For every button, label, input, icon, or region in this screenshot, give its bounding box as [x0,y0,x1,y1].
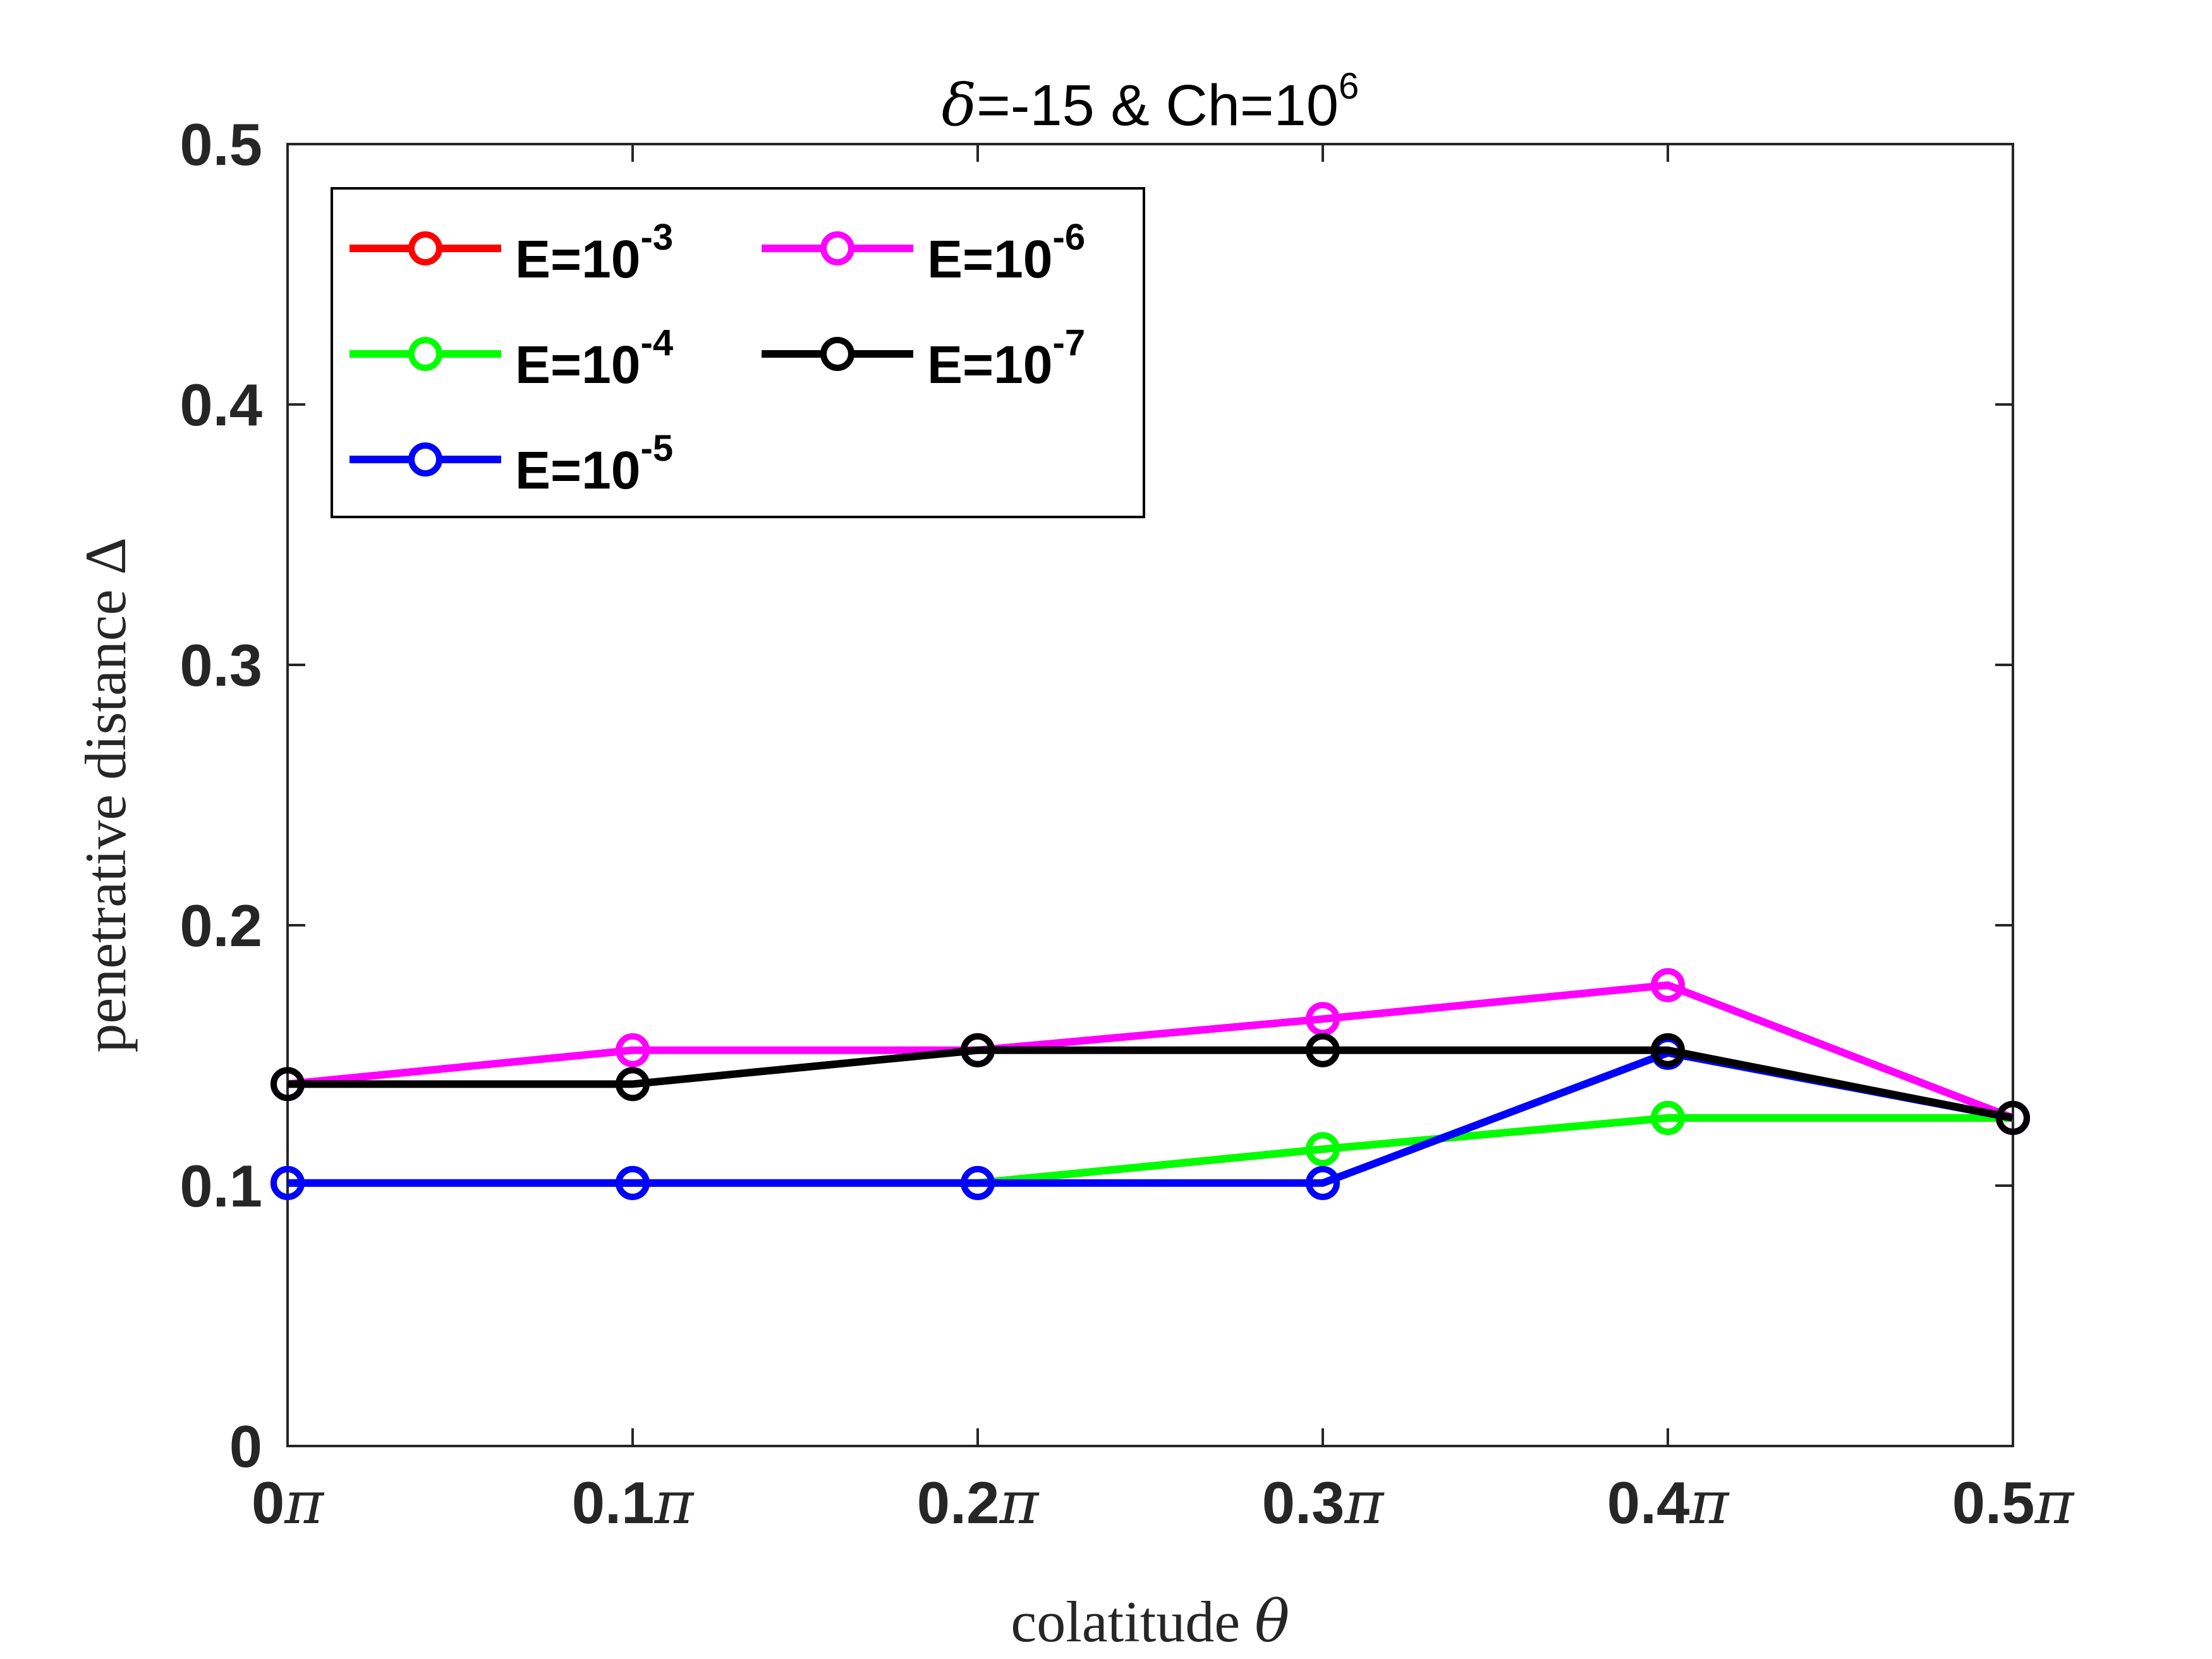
legend-label: E=10-7 [927,322,1085,394]
data-point [961,1165,995,1200]
data-point [270,1165,305,1200]
x-tick-label: 0.4π [1607,1469,1730,1538]
legend-marker [408,442,442,477]
y-tick-label: 0.4 [179,372,262,438]
legend-marker [820,337,854,371]
y-tick-label: 0.5 [179,111,262,178]
x-tick-label: 0π [252,1469,325,1538]
data-point [270,1067,305,1102]
legend-label: E=10-4 [515,322,673,394]
legend-marker [408,231,442,265]
series-layer [270,968,2030,1200]
data-point [961,1033,995,1067]
legend-marker [820,231,854,265]
legend-label: E=10-3 [515,217,673,289]
x-axis-label: colatitude θ [1011,1588,1289,1655]
data-point [1996,1100,2030,1135]
data-point [1651,1033,1685,1067]
x-tick-label: 0.5π [1952,1469,2075,1538]
legend-entry-3: E=10-5 [349,428,673,500]
y-tick-label: 0.3 [179,632,262,698]
data-point [1306,1002,1340,1036]
data-point [1306,1132,1340,1167]
series-line [287,981,2015,1122]
series-5 [270,1033,2030,1135]
data-point [616,1165,650,1200]
legend: E=10-3 E=10-4 E=10-5 E=10-6 E=10-7 [331,187,1145,518]
y-tick-label: 0.2 [179,892,262,959]
series-line [288,1046,2014,1122]
x-tick-labels: 0π 0.1π 0.2π 0.3π 0.4π 0.5π [252,1469,2075,1538]
chart-title: δ=-15 & Ch=106 [942,66,1359,139]
y-tick-labels: 0 0.1 0.2 0.3 0.4 0.5 [179,111,262,1480]
data-point [1651,968,1685,1002]
legend-label: E=10-5 [515,428,673,500]
x-tick-label: 0.3π [1262,1469,1385,1538]
data-point [616,1067,650,1102]
x-tick-label: 0.2π [917,1469,1040,1538]
legend-entry-2: E=10-4 [349,322,673,394]
legend-marker [408,337,442,371]
y-tick-label: 0 [229,1413,262,1480]
data-point [616,1033,650,1067]
data-point [1651,1100,1685,1135]
y-tick-label: 0.1 [179,1153,262,1219]
legend-entry-5: E=10-7 [762,322,1085,394]
legend-entry-4: E=10-6 [762,217,1085,289]
y-axis-label: penetrative distance Δ [73,537,138,1052]
legend-entry-1: E=10-3 [349,217,673,289]
legend-label: E=10-6 [927,217,1085,289]
x-tick-label: 0.1π [572,1469,695,1538]
axis-ticks [286,143,2014,1447]
data-point [1306,1033,1340,1067]
data-point [1306,1165,1340,1200]
